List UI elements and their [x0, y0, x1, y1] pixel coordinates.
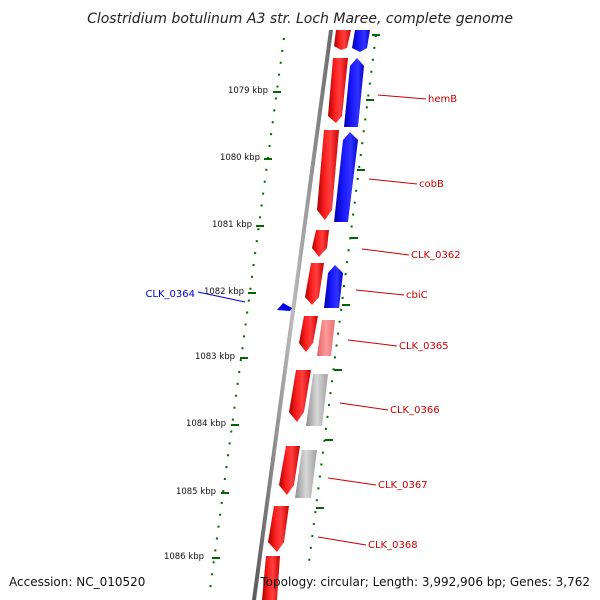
gene-arrow[interactable]	[305, 263, 324, 305]
gene-arrow[interactable]	[306, 374, 328, 426]
accession-text: Accession: NC_010520	[9, 575, 145, 589]
gene-arrow-clk-0364[interactable]	[277, 303, 292, 311]
right-ring-ticks	[316, 34, 380, 509]
gene-arrow[interactable]	[317, 130, 339, 220]
tick-label: 1079 kbp	[228, 86, 268, 96]
forward-genes	[262, 30, 351, 600]
gene-arrow[interactable]	[352, 30, 370, 52]
gene-arrow[interactable]	[324, 265, 343, 308]
gene-label-clk-0366[interactable]: CLK_0366	[390, 405, 440, 416]
gene-arrow[interactable]	[334, 132, 358, 222]
topology-text: Topology: circular; Length: 3,992,906 bp…	[259, 575, 590, 589]
tick-label: 1083 kbp	[195, 352, 235, 362]
tick-label: 1080 kbp	[220, 153, 260, 163]
gene-arrow[interactable]	[295, 450, 317, 498]
gene-arrow[interactable]	[317, 320, 335, 356]
gene-label-cobB[interactable]: cobB	[419, 179, 444, 190]
leader-lines	[317, 94, 427, 546]
tick-label: 1085 kbp	[176, 487, 216, 497]
gene-arrow[interactable]	[268, 506, 289, 552]
gene-arrow[interactable]	[334, 30, 351, 50]
kbp-scale: 1079 kbp 1080 kbp 1081 kbp 1082 kbp 1083…	[164, 86, 281, 562]
gene-arrow[interactable]	[344, 58, 364, 127]
gene-label-clk-0362[interactable]: CLK_0362	[411, 250, 461, 261]
gene-arrow[interactable]	[312, 230, 329, 257]
map-title: Clostridium botulinum A3 str. Loch Maree…	[87, 11, 513, 27]
gene-label-hemB[interactable]: hemB	[428, 94, 457, 105]
tick-label: 1082 kbp	[204, 287, 244, 297]
gene-label-clk-0365[interactable]: CLK_0365	[399, 341, 449, 352]
gene-arrow[interactable]	[299, 316, 318, 352]
tick-ring-outer	[209, 37, 285, 591]
gene-label-cbiC[interactable]: cbiC	[406, 290, 428, 301]
tick-label: 1084 kbp	[186, 419, 226, 429]
gene-label-clk-0364[interactable]: CLK_0364	[145, 289, 195, 300]
reverse-genes	[295, 30, 370, 498]
genome-backbone	[252, 30, 333, 600]
gene-label-clk-0368[interactable]: CLK_0368	[368, 540, 418, 551]
gene-labels: hemB cobB CLK_0362 cbiC CLK_0365 CLK_036…	[145, 94, 460, 551]
tick-label: 1086 kbp	[164, 552, 204, 562]
leader-line-clk-0364	[197, 291, 246, 303]
gene-arrow[interactable]	[279, 446, 300, 495]
gene-arrow[interactable]	[328, 58, 348, 123]
tick-label: 1081 kbp	[212, 220, 252, 230]
gene-label-clk-0367[interactable]: CLK_0367	[378, 480, 428, 491]
gene-arrow[interactable]	[289, 370, 311, 422]
gene-arrow[interactable]	[262, 556, 280, 600]
